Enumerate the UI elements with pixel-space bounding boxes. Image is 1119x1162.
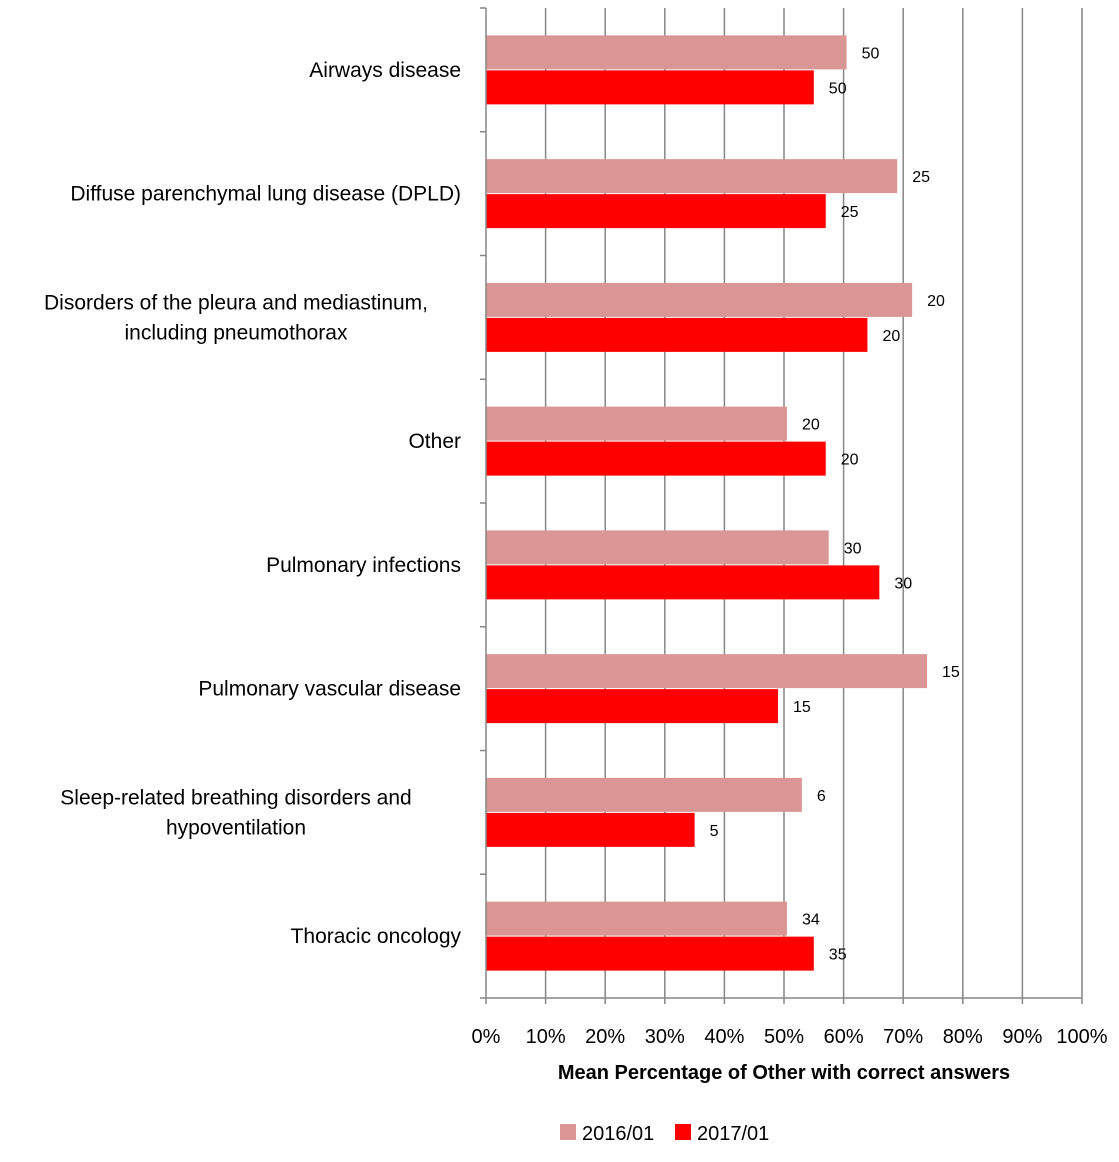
x-tick-label: 50% xyxy=(764,1026,804,1048)
category-label: Other xyxy=(408,430,461,453)
bar-2017-01 xyxy=(486,689,778,723)
axes xyxy=(480,8,1082,1004)
data-label: 30 xyxy=(894,575,912,592)
bar-2017-01 xyxy=(486,937,814,971)
x-tick-label: 30% xyxy=(645,1026,685,1048)
legend: 2016/01 2017/01 xyxy=(560,1123,769,1145)
data-label: 35 xyxy=(829,947,847,964)
data-label: 34 xyxy=(802,912,820,929)
bar-2017-01 xyxy=(486,565,879,599)
category-label: Disorders of the pleura and mediastinum, xyxy=(44,291,428,314)
data-label: 20 xyxy=(882,328,900,345)
bar-2017-01 xyxy=(486,194,826,228)
bar-2017-01 xyxy=(486,70,814,104)
category-label: Pulmonary infections xyxy=(266,554,461,577)
x-tick-label: 40% xyxy=(704,1026,744,1048)
category-label: Diffuse parenchymal lung disease (DPLD) xyxy=(70,183,461,206)
x-tick-label: 60% xyxy=(824,1026,864,1048)
data-label: 25 xyxy=(912,169,930,186)
bars xyxy=(486,35,927,970)
x-tick-label: 20% xyxy=(585,1026,625,1048)
category-label: Sleep-related breathing disorders and xyxy=(60,786,411,809)
bar-2017-01 xyxy=(486,813,695,847)
x-tick-label: 90% xyxy=(1002,1026,1042,1048)
bar-2016-01 xyxy=(486,35,847,69)
bar-2017-01 xyxy=(486,318,867,352)
data-label: 6 xyxy=(817,788,826,805)
category-label: hypoventilation xyxy=(166,816,306,839)
data-label: 50 xyxy=(829,80,847,97)
x-tick-label: 80% xyxy=(943,1026,983,1048)
bar-2016-01 xyxy=(486,407,787,441)
bar-2016-01 xyxy=(486,159,897,193)
category-label: Pulmonary vascular disease xyxy=(198,678,461,701)
bar-2016-01 xyxy=(486,530,829,564)
data-label: 50 xyxy=(862,45,880,62)
category-label: Airways disease xyxy=(309,59,461,82)
legend-swatch xyxy=(560,1124,576,1140)
data-label: 15 xyxy=(942,664,960,681)
bar-2016-01 xyxy=(486,654,927,688)
bar-2016-01 xyxy=(486,902,787,936)
data-label: 20 xyxy=(841,452,859,469)
x-tick-label: 0% xyxy=(472,1026,501,1048)
data-label: 30 xyxy=(844,540,862,557)
x-tick-label: 10% xyxy=(526,1026,566,1048)
category-label: including pneumothorax xyxy=(125,321,348,344)
bar-2016-01 xyxy=(486,283,912,317)
bar-2017-01 xyxy=(486,442,826,476)
grid-lines xyxy=(546,8,1082,998)
legend-label: 2016/01 xyxy=(582,1123,654,1145)
category-label: Thoracic oncology xyxy=(291,925,462,948)
data-label: 20 xyxy=(927,293,945,310)
data-label: 15 xyxy=(793,699,811,716)
x-tick-label: 100% xyxy=(1056,1026,1107,1048)
data-label: 25 xyxy=(841,204,859,221)
legend-label: 2017/01 xyxy=(697,1123,769,1145)
legend-swatch xyxy=(675,1124,691,1140)
bar-2016-01 xyxy=(486,778,802,812)
x-tick-label: 70% xyxy=(883,1026,923,1048)
x-axis-title: Mean Percentage of Other with correct an… xyxy=(558,1062,1010,1084)
data-label: 5 xyxy=(710,823,719,840)
data-label: 20 xyxy=(802,417,820,434)
